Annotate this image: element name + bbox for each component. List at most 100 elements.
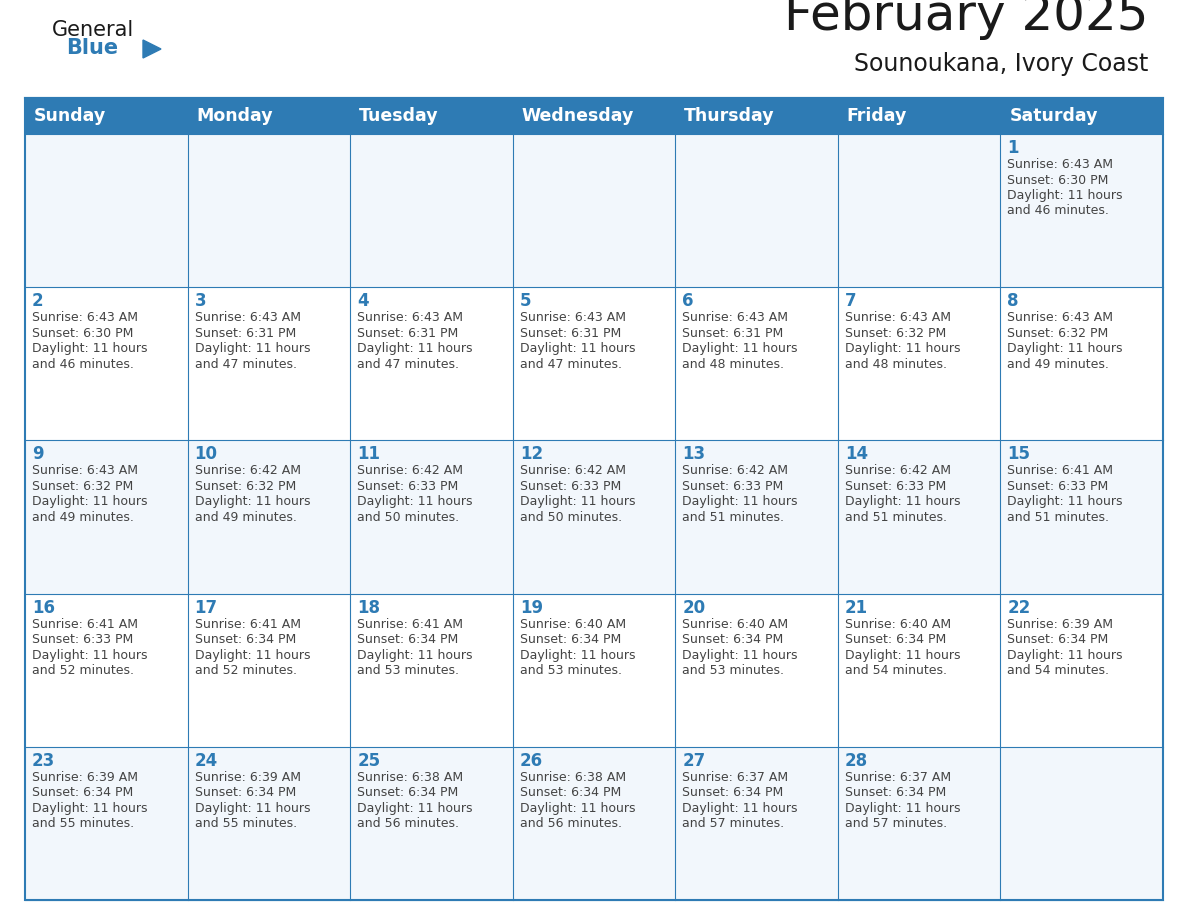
Bar: [350, 747, 513, 900]
Text: Daylight: 11 hours: Daylight: 11 hours: [682, 496, 798, 509]
Bar: [838, 441, 1000, 594]
Text: 27: 27: [682, 752, 706, 770]
Text: Sunrise: 6:42 AM: Sunrise: 6:42 AM: [358, 465, 463, 477]
Text: Sunrise: 6:43 AM: Sunrise: 6:43 AM: [358, 311, 463, 324]
Text: Sunset: 6:31 PM: Sunset: 6:31 PM: [195, 327, 296, 340]
Bar: [350, 594, 513, 747]
Text: Sunset: 6:31 PM: Sunset: 6:31 PM: [682, 327, 784, 340]
Text: and 47 minutes.: and 47 minutes.: [519, 358, 621, 371]
Text: Daylight: 11 hours: Daylight: 11 hours: [195, 496, 310, 509]
Text: Wednesday: Wednesday: [522, 107, 634, 125]
Text: Sunset: 6:34 PM: Sunset: 6:34 PM: [682, 787, 784, 800]
Text: General: General: [52, 20, 134, 40]
Text: and 46 minutes.: and 46 minutes.: [32, 358, 134, 371]
Bar: [838, 134, 1000, 287]
Text: Sunrise: 6:40 AM: Sunrise: 6:40 AM: [845, 618, 950, 631]
Text: 28: 28: [845, 752, 868, 770]
Text: 16: 16: [32, 599, 55, 617]
Text: Sunrise: 6:42 AM: Sunrise: 6:42 AM: [519, 465, 626, 477]
Bar: [350, 287, 513, 441]
Text: Sunset: 6:34 PM: Sunset: 6:34 PM: [845, 633, 946, 646]
Text: and 49 minutes.: and 49 minutes.: [195, 511, 297, 524]
Text: 21: 21: [845, 599, 868, 617]
Text: Monday: Monday: [196, 107, 273, 125]
Text: Daylight: 11 hours: Daylight: 11 hours: [845, 496, 960, 509]
Bar: [838, 747, 1000, 900]
Text: Sunrise: 6:43 AM: Sunrise: 6:43 AM: [1007, 311, 1113, 324]
Text: 25: 25: [358, 752, 380, 770]
Text: and 55 minutes.: and 55 minutes.: [32, 817, 134, 830]
Text: Sunrise: 6:43 AM: Sunrise: 6:43 AM: [1007, 158, 1113, 171]
Text: Sunset: 6:34 PM: Sunset: 6:34 PM: [519, 787, 621, 800]
Text: Sunset: 6:32 PM: Sunset: 6:32 PM: [195, 480, 296, 493]
Text: Daylight: 11 hours: Daylight: 11 hours: [195, 342, 310, 355]
Text: 7: 7: [845, 292, 857, 310]
Bar: [513, 441, 675, 594]
Text: Daylight: 11 hours: Daylight: 11 hours: [32, 342, 147, 355]
Text: 22: 22: [1007, 599, 1031, 617]
Text: 5: 5: [519, 292, 531, 310]
Text: 9: 9: [32, 445, 44, 464]
Bar: [25, 98, 1163, 900]
Text: Sunset: 6:33 PM: Sunset: 6:33 PM: [358, 480, 459, 493]
Text: Sunrise: 6:43 AM: Sunrise: 6:43 AM: [32, 465, 138, 477]
Text: Sunset: 6:32 PM: Sunset: 6:32 PM: [32, 480, 133, 493]
Text: Sunset: 6:33 PM: Sunset: 6:33 PM: [519, 480, 621, 493]
Text: Sunset: 6:34 PM: Sunset: 6:34 PM: [195, 633, 296, 646]
Text: Blue: Blue: [67, 38, 118, 58]
Text: Sunrise: 6:39 AM: Sunrise: 6:39 AM: [32, 771, 138, 784]
Bar: [25, 441, 188, 594]
Bar: [1000, 287, 1163, 441]
Text: and 51 minutes.: and 51 minutes.: [1007, 511, 1110, 524]
Bar: [25, 134, 188, 287]
Text: 15: 15: [1007, 445, 1030, 464]
Bar: [513, 747, 675, 900]
Text: Sunrise: 6:39 AM: Sunrise: 6:39 AM: [195, 771, 301, 784]
Text: Sunrise: 6:43 AM: Sunrise: 6:43 AM: [845, 311, 950, 324]
Text: Daylight: 11 hours: Daylight: 11 hours: [845, 342, 960, 355]
Text: Sunset: 6:33 PM: Sunset: 6:33 PM: [845, 480, 946, 493]
Bar: [513, 594, 675, 747]
Text: 1: 1: [1007, 139, 1019, 157]
Bar: [25, 594, 188, 747]
Bar: [838, 594, 1000, 747]
Bar: [675, 594, 838, 747]
Text: Sunrise: 6:40 AM: Sunrise: 6:40 AM: [682, 618, 789, 631]
Text: Saturday: Saturday: [1010, 107, 1098, 125]
Text: and 47 minutes.: and 47 minutes.: [195, 358, 297, 371]
Text: Daylight: 11 hours: Daylight: 11 hours: [358, 801, 473, 815]
Text: Sunrise: 6:38 AM: Sunrise: 6:38 AM: [358, 771, 463, 784]
Text: Tuesday: Tuesday: [359, 107, 438, 125]
Text: Sunset: 6:32 PM: Sunset: 6:32 PM: [845, 327, 946, 340]
Text: and 53 minutes.: and 53 minutes.: [358, 664, 459, 677]
Text: Daylight: 11 hours: Daylight: 11 hours: [1007, 189, 1123, 202]
Text: 6: 6: [682, 292, 694, 310]
Text: 17: 17: [195, 599, 217, 617]
Bar: [675, 287, 838, 441]
Text: 26: 26: [519, 752, 543, 770]
Text: and 57 minutes.: and 57 minutes.: [682, 817, 784, 830]
Bar: [1000, 441, 1163, 594]
Bar: [675, 441, 838, 594]
Text: 23: 23: [32, 752, 56, 770]
Text: Sunrise: 6:37 AM: Sunrise: 6:37 AM: [682, 771, 789, 784]
Text: Sunday: Sunday: [34, 107, 106, 125]
Text: Sunset: 6:34 PM: Sunset: 6:34 PM: [682, 633, 784, 646]
Text: Sunrise: 6:43 AM: Sunrise: 6:43 AM: [682, 311, 789, 324]
Bar: [1000, 747, 1163, 900]
Text: 11: 11: [358, 445, 380, 464]
Text: 14: 14: [845, 445, 868, 464]
Text: Daylight: 11 hours: Daylight: 11 hours: [519, 342, 636, 355]
Text: Daylight: 11 hours: Daylight: 11 hours: [519, 801, 636, 815]
Text: Sunset: 6:31 PM: Sunset: 6:31 PM: [358, 327, 459, 340]
Text: Sounoukana, Ivory Coast: Sounoukana, Ivory Coast: [854, 52, 1148, 76]
Text: 2: 2: [32, 292, 44, 310]
Text: and 48 minutes.: and 48 minutes.: [845, 358, 947, 371]
Text: Sunrise: 6:43 AM: Sunrise: 6:43 AM: [32, 311, 138, 324]
Text: 13: 13: [682, 445, 706, 464]
Text: and 51 minutes.: and 51 minutes.: [845, 511, 947, 524]
Text: and 56 minutes.: and 56 minutes.: [358, 817, 459, 830]
Text: Sunrise: 6:41 AM: Sunrise: 6:41 AM: [1007, 465, 1113, 477]
Text: Daylight: 11 hours: Daylight: 11 hours: [1007, 496, 1123, 509]
Bar: [188, 441, 350, 594]
